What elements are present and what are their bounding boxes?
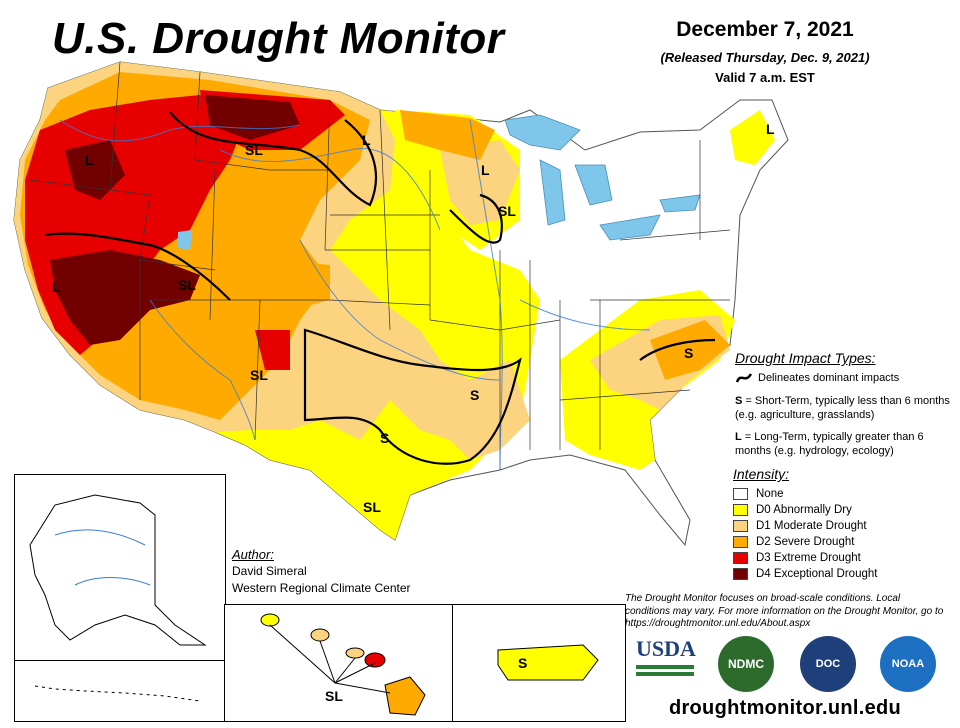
label-l-maine: L <box>766 121 775 137</box>
long-term-letter: L <box>735 431 742 443</box>
usda-logo-text: USDA <box>636 636 696 661</box>
legend-row-d0: D0 Abnormally Dry <box>733 502 852 517</box>
d2-colorado <box>280 260 330 310</box>
puerto-rico-inset: S <box>452 604 626 722</box>
author-org: Western Regional Climate Center <box>232 581 411 595</box>
label-sl-wisconsin: SL <box>498 203 516 219</box>
label-sl-montana: SL <box>245 142 263 158</box>
author-name: David Simeral <box>232 564 307 578</box>
legend-row-d4: D4 Exceptional Drought <box>733 566 877 581</box>
puerto-rico-map: S <box>497 644 599 681</box>
valid-time: Valid 7 a.m. EST <box>715 70 815 85</box>
great-salt-lake <box>178 230 192 250</box>
legend-swatch <box>733 503 748 516</box>
impact-lines <box>44 111 716 465</box>
legend-row-none: None <box>733 486 784 501</box>
website-url[interactable]: droughtmonitor.unl.edu <box>668 697 902 719</box>
legend-row-d1: D1 Moderate Drought <box>733 518 867 533</box>
impact-line-icon <box>735 373 753 383</box>
short-term-letter: S <box>735 395 743 407</box>
disclaimer-note: The Drought Monitor focuses on broad-sca… <box>625 593 944 629</box>
label-l-california: L <box>52 279 61 295</box>
ndmc-logo: NDMC <box>718 636 774 692</box>
label-s-arkansas: S <box>470 387 479 403</box>
map-date: December 7, 2021 <box>676 18 854 41</box>
label-l-wisconsin: L <box>481 162 490 178</box>
legend-label: D3 Extreme Drought <box>756 551 861 564</box>
d4-montana <box>205 95 300 140</box>
aleutians-inset <box>14 660 226 722</box>
legend-label: D2 Severe Drought <box>756 535 855 548</box>
legend-row-d2: D2 Severe Drought <box>733 534 854 549</box>
impact-types-heading: Drought Impact Types: <box>735 350 876 366</box>
legend-label: None <box>756 487 784 500</box>
hawaii-inset: SL <box>224 604 454 722</box>
label-sl-newmexico: SL <box>250 367 268 383</box>
label-l-oregon: L <box>85 152 94 168</box>
label-s-northcarolina: S <box>684 345 693 361</box>
release-date: (Released Thursday, Dec. 9, 2021) <box>660 50 870 65</box>
alaska-map <box>29 494 207 646</box>
alaska-inset <box>14 474 226 662</box>
legend-swatch <box>733 551 748 564</box>
aleutians-map <box>34 685 201 702</box>
usda-logo: USDA <box>636 636 696 684</box>
author-heading: Author: <box>232 547 274 562</box>
legend-swatch <box>733 535 748 548</box>
impact-long-term: L = Long-Term, typically greater than 6 … <box>735 430 950 458</box>
label-sl-utah: SL <box>178 277 196 293</box>
impact-short-term: S = Short-Term, typically less than 6 mo… <box>735 394 950 422</box>
impact-line-label: Delineates dominant impacts <box>758 372 900 384</box>
hawaii-map: SL <box>260 613 426 716</box>
d2-northcarolina <box>650 320 730 380</box>
commerce-logo: DOC <box>800 636 856 692</box>
d0-northeast <box>730 110 775 165</box>
legend-swatch <box>733 487 748 500</box>
legend-label: D4 Exceptional Drought <box>756 567 878 580</box>
legend-swatch <box>733 519 748 532</box>
legend-row-d3: D3 Extreme Drought <box>733 550 861 565</box>
legend-label: D0 Abnormally Dry <box>756 503 852 516</box>
label-sl-texas: SL <box>363 499 381 515</box>
d3-colorado <box>255 330 290 370</box>
intensity-heading: Intensity: <box>733 466 790 482</box>
label-l-montana: L <box>362 132 371 148</box>
great-lakes <box>504 114 701 241</box>
d4-oregon <box>65 140 125 200</box>
legend-swatch <box>733 567 748 580</box>
d2-minnesota <box>400 110 495 160</box>
short-term-text: = Short-Term, typically less than 6 mont… <box>735 395 950 421</box>
d4-nevada <box>50 250 200 345</box>
legend-label: D1 Moderate Drought <box>756 519 867 532</box>
long-term-text: = Long-Term, typically greater than 6 mo… <box>735 431 924 457</box>
map-title: U.S. Drought Monitor <box>52 14 505 63</box>
noaa-logo: NOAA <box>880 636 936 692</box>
author-block: Author: David Simeral Western Regional C… <box>232 546 411 597</box>
label-s-oklahoma: S <box>380 430 389 446</box>
label-s-puertorico: S <box>518 655 527 671</box>
label-sl-hawaii: SL <box>325 688 343 704</box>
state-boundaries <box>29 61 731 470</box>
